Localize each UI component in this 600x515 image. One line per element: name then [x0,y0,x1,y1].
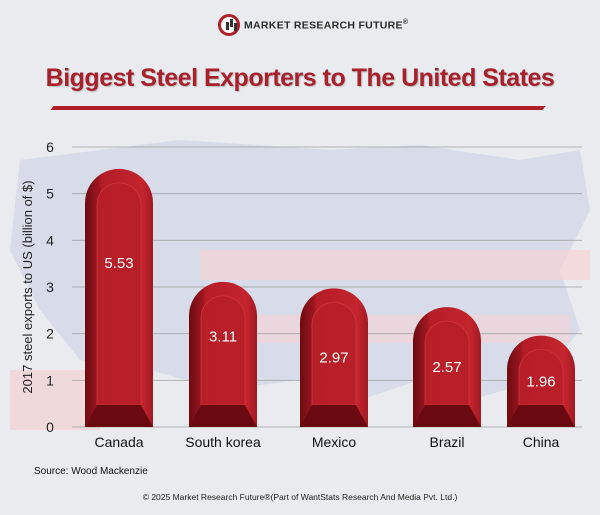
y-tick-label: 3 [46,279,54,295]
x-tick-label: Canada [94,434,143,450]
y-tick-label: 5 [46,186,54,202]
y-tick-label: 2 [46,326,54,342]
data-label: 2.97 [319,350,348,367]
data-label: 5.53 [104,255,133,272]
x-tick-label: South korea [185,434,261,450]
logo: MARKET RESEARCH FUTURE® [218,14,408,36]
logo-text: MARKET RESEARCH FUTURE® [244,18,409,32]
bar-base-shadow [413,405,481,427]
logo-icon [218,14,240,36]
bar-bevel [424,320,470,406]
bar-bevel [311,302,357,406]
y-axis-label: 2017 steel exports to US (billion of $) [20,180,35,393]
bar-bevel [200,295,246,406]
source-note: Source: Wood Mackenzie [34,466,148,477]
bar-base-shadow [300,405,368,427]
chart-title: Biggest Steel Exporters to The United St… [45,64,555,92]
copyright-footer: © 2025 Market Research Future®(Part of W… [142,492,458,502]
x-tick-label: Brazil [429,434,464,450]
x-tick-label: Mexico [312,434,357,450]
y-tick-label: 4 [46,232,54,248]
y-tick-label: 1 [46,372,54,388]
bar-bevel [96,182,142,406]
data-label: 2.57 [432,359,461,376]
bar-base-shadow [85,405,153,427]
bar-bevel [518,349,564,406]
y-tick-label: 0 [46,419,54,435]
data-label: 1.96 [526,373,555,390]
bar-base-shadow [189,405,257,427]
data-label: 3.11 [209,328,237,345]
x-tick-label: China [523,434,560,450]
bar-base-shadow [507,405,575,427]
y-tick-label: 6 [46,139,54,155]
